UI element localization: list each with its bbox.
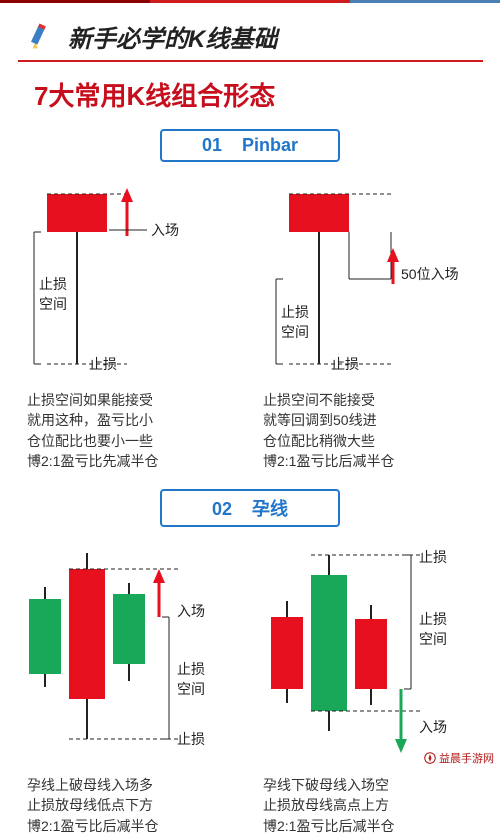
desc-01-left: 止损空间如果能接受 就用这种，盈亏比小 仓位配比也要小一些 博2:1盈亏比先减半…	[27, 384, 237, 471]
desc-01-right: 止损空间不能接受 就等回调到50线进 仓位配比稍微大些 博2:1盈亏比后减半仓	[263, 384, 473, 471]
label-stop: 止损	[331, 354, 359, 374]
label-stop-space: 止损 空间	[177, 659, 205, 699]
label-stop: 止损	[89, 354, 117, 374]
section-label-01: 01 Pinbar	[160, 129, 340, 162]
subtitle: 7大常用K线组合形态	[0, 62, 500, 125]
section-num: 02	[212, 499, 232, 519]
label-entry: 入场	[419, 717, 447, 737]
descs-02: 孕线上破母线入场多 止损放母线低点下方 博2:1盈亏比后减半仓 孕线下破母线入场…	[0, 769, 500, 836]
label-stop-space: 止损 空间	[419, 609, 447, 649]
header-title: 新手必学的K线基础	[68, 19, 277, 54]
label-stop-space: 止损 空间	[281, 302, 309, 342]
label-stop-space: 止损 空间	[39, 274, 67, 314]
desc-02-right: 孕线下破母线入场空 止损放母线高点上方 博2:1盈亏比后减半仓	[263, 769, 473, 836]
section-num: 01	[202, 135, 222, 155]
watermark-text: 益晨手游网	[439, 750, 494, 766]
diagram-02-right: 止损 止损 空间 入场	[261, 539, 481, 769]
section-name: 孕线	[252, 499, 288, 519]
label-entry: 入场	[177, 601, 205, 621]
diagrams-02: 入场 止损 空间 止损 止损 止损 空间 入场	[0, 539, 500, 769]
label-entry: 入场	[151, 220, 179, 240]
section-label-02: 02 孕线	[160, 489, 340, 527]
label-stop: 止损	[177, 729, 205, 749]
desc-02-left: 孕线上破母线入场多 止损放母线低点下方 博2:1盈亏比后减半仓	[27, 769, 237, 836]
diagram-01-right: 50位入场 止损 空间 止损	[261, 174, 481, 384]
watermark: 益晨手游网	[424, 750, 494, 766]
label-entry50: 50位入场	[401, 264, 459, 284]
diagrams-01: 入场 止损 空间 止损 50位入场 止损 空间 止损	[0, 174, 500, 384]
section-name: Pinbar	[242, 135, 298, 155]
label-stop: 止损	[419, 547, 447, 567]
descs-01: 止损空间如果能接受 就用这种，盈亏比小 仓位配比也要小一些 博2:1盈亏比先减半…	[0, 384, 500, 471]
diagram-01-left: 入场 止损 空间 止损	[19, 174, 239, 384]
pencil-icon	[30, 23, 58, 51]
top-color-bar	[0, 0, 500, 3]
diagram-02-left: 入场 止损 空间 止损	[19, 539, 239, 769]
header: 新手必学的K线基础	[0, 3, 500, 60]
